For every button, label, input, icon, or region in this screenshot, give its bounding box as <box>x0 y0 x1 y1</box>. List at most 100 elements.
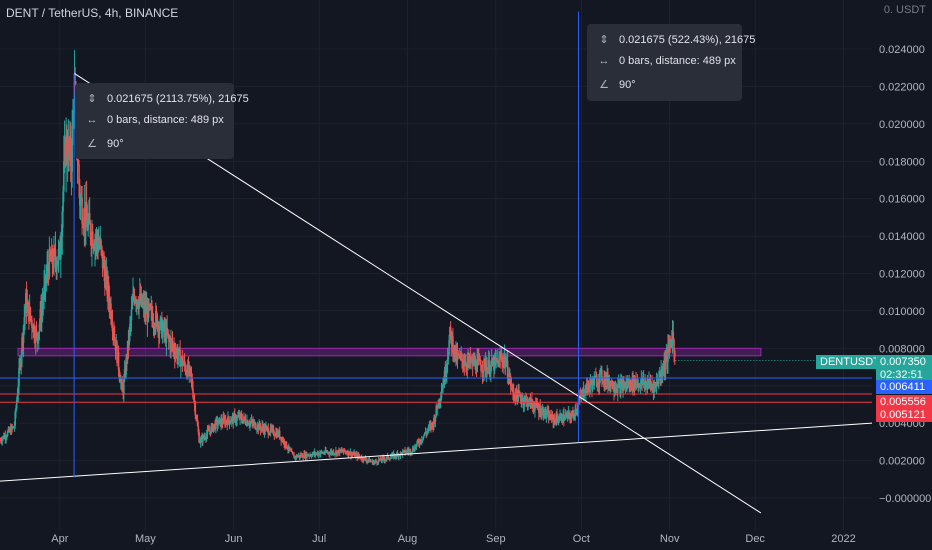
candle-body <box>501 357 504 362</box>
candle-body <box>488 360 491 375</box>
candle-body <box>428 425 431 427</box>
candle-body <box>400 452 403 453</box>
candle-body <box>339 449 342 451</box>
candle-body <box>563 413 565 421</box>
candle-body <box>595 376 598 387</box>
candle-body <box>40 307 43 322</box>
candle-body <box>285 441 288 448</box>
candle-body <box>46 266 48 277</box>
candle-body <box>586 380 589 392</box>
candle-body <box>142 303 144 307</box>
candle-body <box>368 458 371 463</box>
candle-body <box>479 358 482 366</box>
candle-body <box>436 406 438 409</box>
candle-body <box>243 416 246 420</box>
measure-angle: 90° <box>619 78 636 91</box>
candle-body <box>113 331 115 338</box>
candle-body <box>15 400 18 409</box>
supply-zone[interactable] <box>17 347 762 357</box>
candle-body <box>446 359 449 364</box>
price-axis[interactable]: 0.024000 0.022000 0.020000 0.018000 0.016000… <box>872 0 932 550</box>
candle-body <box>63 161 65 192</box>
candle-body <box>66 134 68 157</box>
drawing-lines[interactable] <box>0 11 873 514</box>
candle-body <box>240 415 243 420</box>
candle-body <box>154 310 157 328</box>
candle-body <box>416 440 418 445</box>
candle-body <box>411 451 413 453</box>
candle-body <box>24 308 26 318</box>
candle-body <box>1 438 4 442</box>
candle-body <box>290 449 292 452</box>
candle-body <box>434 416 437 422</box>
candle-body <box>30 317 32 320</box>
candle-body <box>377 459 380 464</box>
candle-body <box>269 427 272 434</box>
candle-body <box>69 137 72 167</box>
candle-body <box>423 432 426 436</box>
candle-body <box>524 397 526 403</box>
candle-body <box>78 185 81 206</box>
candle-body <box>192 397 195 401</box>
candle-body <box>38 324 41 332</box>
purple-zone-rect[interactable] <box>17 347 762 357</box>
candle-body <box>22 325 25 343</box>
candle-body <box>449 326 452 331</box>
candle-body <box>505 364 507 367</box>
candle-body <box>596 385 599 387</box>
candle-body <box>395 456 397 458</box>
candle-body <box>246 420 249 426</box>
candle-body <box>91 231 94 247</box>
candle-body <box>363 457 365 461</box>
candle-body <box>218 419 220 424</box>
y-tick-label: 0.016000 <box>879 194 925 206</box>
candle-body <box>57 248 60 262</box>
candle-body <box>341 450 343 452</box>
candle-body <box>301 454 304 458</box>
trendline[interactable] <box>0 422 873 482</box>
candle-body <box>205 434 208 439</box>
candle-body <box>422 436 425 440</box>
candle-body <box>583 394 586 396</box>
time-axis[interactable]: Apr May Jun Jul Aug Sep Oct Nov Dec 2022 <box>51 533 855 545</box>
candle-body <box>6 436 8 438</box>
candle-body <box>260 427 263 431</box>
candle-body <box>440 391 443 398</box>
candle-body <box>110 303 112 320</box>
candle-body <box>202 435 204 442</box>
candle-body <box>456 353 459 361</box>
candle-body <box>482 371 485 373</box>
candle-body <box>531 399 533 404</box>
candle-body <box>452 335 454 354</box>
price-axis-bg <box>872 0 932 550</box>
candle-body <box>437 399 440 408</box>
candle-body <box>515 388 518 396</box>
candle-body <box>176 350 178 360</box>
candle-body <box>21 336 23 355</box>
candle-body <box>617 384 619 394</box>
candle-body <box>283 440 286 445</box>
candle-body <box>118 369 121 378</box>
candle-body <box>408 450 410 452</box>
candle-body <box>642 378 645 385</box>
candle-body <box>223 417 225 420</box>
candle-body <box>555 414 558 424</box>
candle-body <box>575 409 578 413</box>
candle-body <box>202 435 205 438</box>
measure-tooltip-left: ⇕ 0.021675 (2113.75%), 21675 ↔ 0 bars, dis… <box>75 83 249 159</box>
candle-body <box>404 452 407 454</box>
candle-body <box>525 398 528 400</box>
candle-body <box>344 451 347 453</box>
candle-body <box>563 419 566 421</box>
candle-body <box>79 198 82 206</box>
candle-body <box>15 408 17 413</box>
candle-body <box>599 370 602 374</box>
candle-body <box>192 388 194 398</box>
candle-body <box>469 355 472 363</box>
candle-body <box>649 382 652 386</box>
candle-body <box>100 240 102 247</box>
candle-body <box>208 429 210 432</box>
candle-body <box>287 449 289 450</box>
currency-label[interactable]: 0. USDT <box>883 4 926 16</box>
